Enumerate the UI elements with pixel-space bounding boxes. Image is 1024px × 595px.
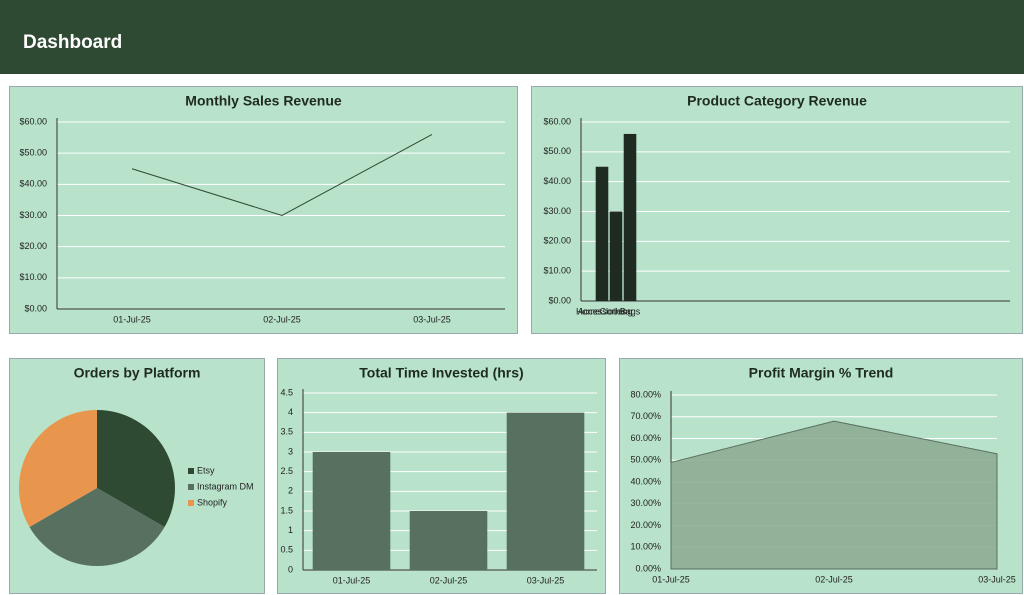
chart-title: Product Category Revenue (687, 93, 867, 109)
y-tick-label: 10.00% (630, 542, 661, 552)
x-tick-label: 03-Jul-25 (978, 574, 1016, 584)
pie-slice (97, 410, 175, 527)
y-tick-label: 0.00% (635, 563, 661, 573)
y-tick-label: 3.5 (280, 427, 293, 437)
header-title: Dashboard (23, 32, 123, 53)
pie-slice (29, 488, 165, 566)
y-tick-label: $40.00 (19, 179, 47, 189)
bar (506, 412, 585, 570)
x-tick-label: 01-Jul-25 (333, 575, 371, 585)
x-tick-label: 03-Jul-25 (413, 314, 451, 324)
y-tick-label: 3 (288, 446, 293, 456)
line (131, 134, 433, 217)
y-tick-label: $10.00 (19, 272, 47, 282)
y-tick-label: 40.00% (630, 476, 661, 486)
chart-panel: Product Category Revenue $0.00 $10.00 $20.0… (531, 86, 1023, 334)
y-tick-label: 20.00% (630, 520, 661, 530)
y-tick-label: 80.00% (630, 389, 661, 399)
x-tick-label: Home (576, 306, 600, 316)
x-tick-label: 01-Jul-25 (652, 574, 690, 584)
y-tick-label: 1.5 (280, 505, 293, 515)
y-tick-label: $30.00 (543, 206, 571, 216)
y-tick-label: $60.00 (543, 116, 571, 126)
legend-label: Instagram DM (197, 481, 254, 491)
chart-panel: Total Time Invested (hrs) 0 0.5 1 1.5 2 2.5 3 3.… (277, 358, 606, 594)
y-tick-label: $20.00 (19, 241, 47, 251)
y-tick-label: $50.00 (19, 148, 47, 158)
y-tick-label: 2.5 (280, 466, 293, 476)
y-tick-label: 0.5 (280, 545, 293, 555)
bar (595, 166, 609, 301)
chart-panel: Profit Margin % Trend 0.00% 10.00% 20.00% 30… (619, 358, 1023, 594)
bar (312, 452, 391, 570)
y-tick-label: 4.5 (280, 387, 293, 397)
y-tick-label: $60.00 (19, 116, 47, 126)
y-tick-label: $40.00 (543, 176, 571, 186)
x-tick-label: Clothing (599, 306, 632, 316)
pie-slice (19, 410, 97, 527)
bar (609, 211, 623, 301)
y-tick-label: 0 (288, 564, 293, 574)
y-tick-label: $10.00 (543, 266, 571, 276)
y-tick-label: $50.00 (543, 146, 571, 156)
y-tick-label: 60.00% (630, 433, 661, 443)
legend-label: Etsy (197, 465, 215, 475)
chart-panel: Monthly Sales Revenue $0.00 $10.00 $20.00 $3… (9, 86, 518, 334)
y-tick-label: 30.00% (630, 498, 661, 508)
chart-title: Profit Margin % Trend (749, 365, 894, 381)
bar (623, 133, 637, 301)
x-tick-label: 02-Jul-25 (815, 574, 853, 584)
x-tick-label: 01-Jul-25 (113, 314, 151, 324)
legend-label: Shopify (197, 497, 228, 507)
y-tick-label: $0.00 (548, 295, 571, 305)
legend-swatch (188, 484, 194, 490)
x-tick-label: Bags (620, 306, 641, 316)
chart-title: Orders by Platform (74, 365, 201, 381)
chart-title: Total Time Invested (hrs) (359, 365, 523, 381)
y-tick-label: 70.00% (630, 411, 661, 421)
area (670, 420, 998, 570)
y-tick-label: $20.00 (543, 236, 571, 246)
y-tick-label: $30.00 (19, 210, 47, 220)
y-tick-label: 1 (288, 525, 293, 535)
y-tick-label: $0.00 (24, 303, 47, 313)
header: Dashboard (0, 0, 1024, 74)
bar (409, 511, 488, 570)
x-tick-label: 02-Jul-25 (263, 314, 301, 324)
legend-swatch (188, 468, 194, 474)
x-tick-label: 03-Jul-25 (527, 575, 565, 585)
chart-panel: Orders by Platform Etsy Instagram DM Shopif… (9, 358, 265, 594)
x-tick-label: 02-Jul-25 (430, 575, 468, 585)
chart-title: Monthly Sales Revenue (185, 93, 342, 109)
y-tick-label: 4 (288, 407, 293, 417)
y-tick-label: 50.00% (630, 455, 661, 465)
x-tick-label: Accessories (578, 306, 627, 316)
y-tick-label: 2 (288, 486, 293, 496)
legend-swatch (188, 500, 194, 506)
